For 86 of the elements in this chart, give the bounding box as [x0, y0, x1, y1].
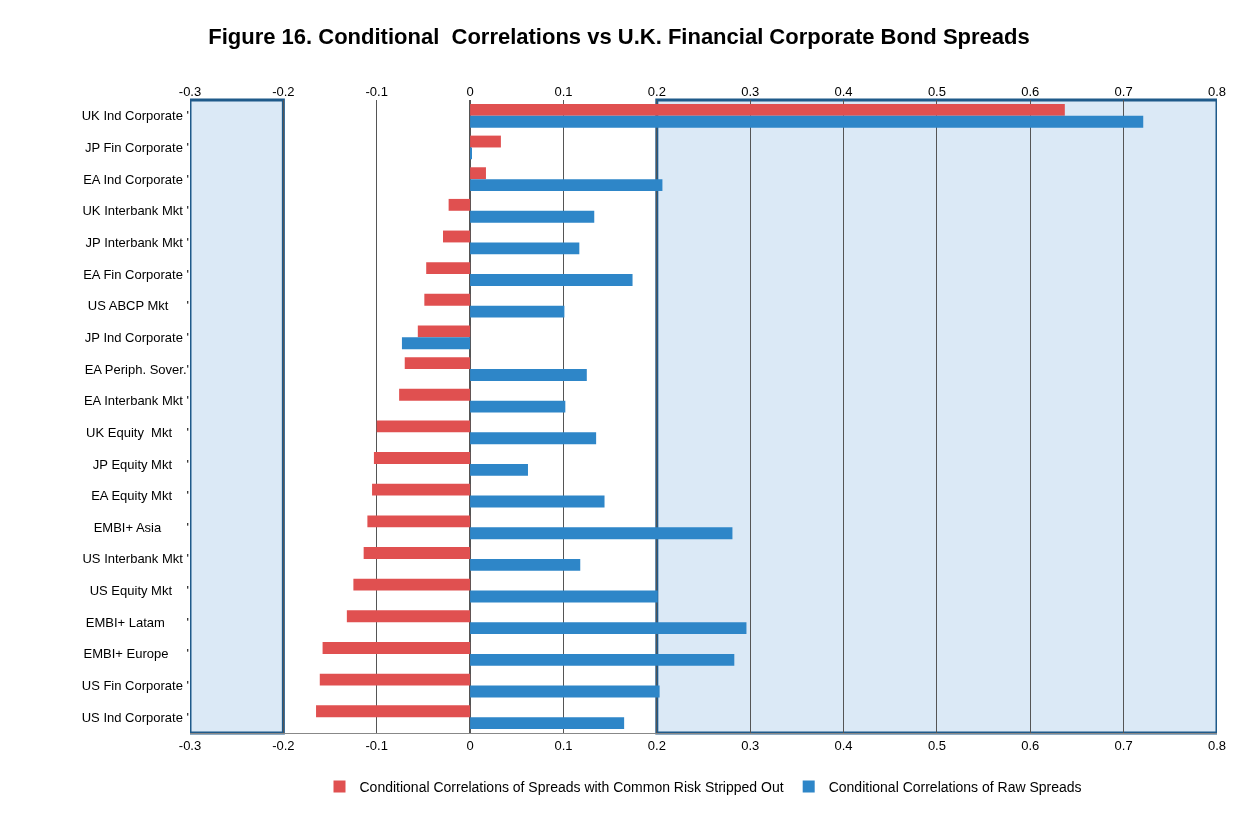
y-tick-label: EMBI+ Asia ': [93, 519, 189, 535]
bar: [376, 420, 471, 433]
bar: [372, 483, 471, 496]
y-tick-label: EMBI+ Latam ': [85, 614, 189, 630]
y-tick-label: US Interbank Mkt ': [82, 551, 189, 567]
bar: [470, 622, 747, 635]
bar: [470, 653, 735, 666]
bar: [322, 642, 471, 654]
y-tick-label: EA Ind Corporate ': [83, 171, 189, 187]
x2-tick-label: 0.3: [741, 737, 760, 753]
bar: [470, 685, 660, 698]
x2-tick-label: 0.4: [834, 737, 853, 753]
y-tick-label: EA Equity Mkt ': [91, 488, 189, 504]
bar: [470, 305, 565, 318]
x2-tick-label: 0: [466, 737, 474, 753]
x2-tick-label: -0.2: [272, 737, 295, 753]
x-tick-label: 0.2: [647, 84, 666, 100]
x-tick-label: 0.5: [927, 84, 946, 100]
y-tick-label: EA Fin Corporate ': [83, 266, 189, 282]
bar: [470, 400, 566, 413]
y-tick-label: EMBI+ Europe ': [83, 646, 189, 662]
bar: [319, 673, 471, 686]
x-tick-label: 0: [466, 84, 474, 100]
bar: [470, 495, 605, 508]
bar: [404, 357, 471, 370]
y-tick-label: EA Interbank Mkt ': [83, 393, 189, 409]
bar: [443, 230, 471, 243]
bar: [448, 198, 471, 211]
bar: [470, 103, 1065, 116]
bar: [373, 452, 471, 464]
x-tick-label: 0.8: [1207, 84, 1227, 100]
bar: [363, 547, 471, 559]
x2-tick-label: 0.8: [1207, 737, 1227, 753]
bar: [470, 274, 633, 286]
chart-title: Figure 16. Conditional Correlations vs U.K. Financial Corporate Bond Spreads: [208, 23, 1030, 49]
x2-tick-label: 0.5: [927, 737, 946, 753]
bar: [470, 135, 501, 148]
bar: [353, 578, 471, 591]
y-tick-label: US Fin Corporate ': [81, 678, 189, 694]
x-tick-label: -0.3: [178, 84, 202, 100]
y-tick-label: EA Periph. Sover.': [84, 361, 189, 377]
x2-tick-label: 0.2: [647, 737, 666, 753]
bar: [470, 179, 663, 191]
legend-label: Conditional Correlations of Spreads with Common Risk Stripped Out: [359, 779, 784, 796]
legend-label: Conditional Correlations of Raw Spreads: [828, 779, 1082, 796]
x-tick-label: -0.2: [272, 84, 295, 100]
x2-tick-label: 0.7: [1114, 737, 1133, 753]
y-tick-label: UK Ind Corporate ': [81, 108, 189, 124]
y-tick-label: US Equity Mkt ': [89, 583, 189, 599]
y-tick-label: JP Fin Corporate ': [84, 140, 189, 156]
x2-tick-label: 0.6: [1021, 737, 1040, 753]
y-tick-label: US ABCP Mkt ': [87, 298, 189, 314]
bar: [470, 167, 486, 180]
bar: [470, 210, 595, 223]
x-tick-label: 0.6: [1021, 84, 1040, 100]
bar: [470, 463, 528, 476]
bar: [470, 527, 733, 540]
x2-tick-label: 0.1: [554, 737, 573, 753]
y-tick-label: UK Equity Mkt ': [86, 424, 189, 440]
x-tick-label: 0.7: [1114, 84, 1133, 100]
bar: [346, 610, 471, 623]
bar: [470, 432, 597, 445]
x2-tick-label: -0.1: [365, 737, 388, 753]
bar: [470, 115, 1144, 128]
bar: [470, 590, 658, 603]
bar: [470, 717, 625, 730]
bar: [316, 705, 471, 718]
bar: [426, 262, 471, 275]
bar: [470, 558, 581, 571]
y-tick-label: US Ind Corporate ': [81, 709, 189, 725]
bar: [401, 337, 471, 350]
y-tick-label: JP Ind Corporate ': [84, 329, 189, 345]
y-tick-label: JP Equity Mkt ': [92, 456, 189, 472]
y-tick-label: JP Interbank Mkt ': [85, 234, 189, 250]
bar: [399, 388, 471, 401]
bar: [417, 325, 471, 338]
y-tick-label: UK Interbank Mkt ': [82, 203, 189, 219]
bar: [367, 515, 471, 528]
bar: [470, 242, 580, 255]
x-tick-label: 0.3: [741, 84, 760, 100]
bar: [424, 293, 471, 306]
bar: [470, 369, 587, 381]
x2-tick-label: -0.3: [178, 737, 202, 753]
x-tick-label: 0.4: [834, 84, 853, 100]
x-tick-label: 0.1: [554, 84, 573, 100]
x-tick-label: -0.1: [365, 84, 388, 100]
